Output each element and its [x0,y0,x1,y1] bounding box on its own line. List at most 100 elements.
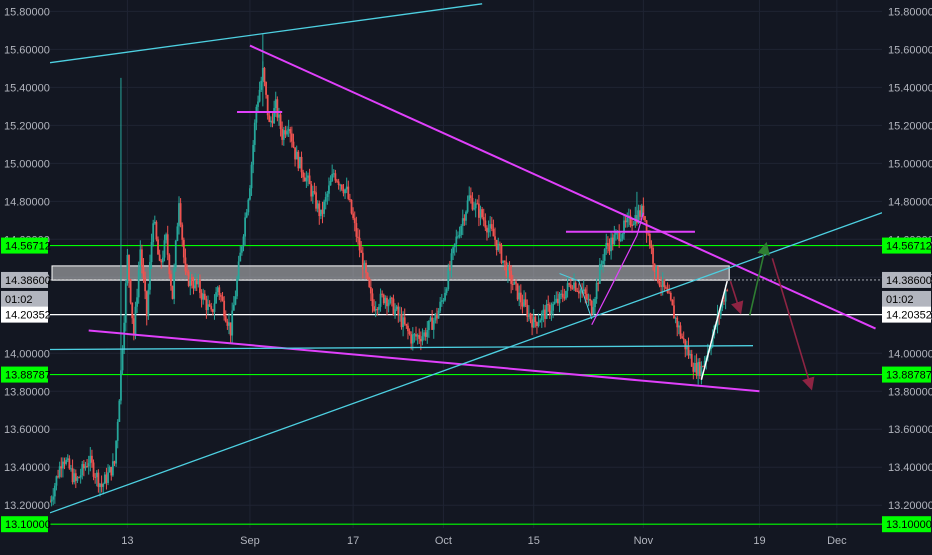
candle-body [428,320,430,330]
candle-body [190,277,193,286]
trendline [249,44,876,330]
candle-body [411,334,414,344]
price-labels: 14.56712 14.56712 14.38600 14.38600 01:02 01:… [1,237,932,533]
candle-body [416,335,419,337]
y-tick-label: 15.00000 [4,158,50,170]
candle-body [566,283,569,291]
candle-body [239,252,242,262]
candle-body [665,287,667,289]
candle-body [165,234,167,241]
x-tick-label: Sep [240,535,260,547]
candle-body [519,292,522,303]
candle-body [405,323,408,326]
candle-body [63,461,66,464]
x-tick-label: 19 [753,535,765,547]
candle-body [632,223,635,226]
candle-body [215,292,217,304]
candle-body [555,298,558,302]
time-axis[interactable]: 13 Sep 17 Oct 15 Nov 19 Dec [0,528,932,550]
candle-body [107,472,109,483]
candle-body [282,130,285,140]
candle-body [552,303,554,311]
candle-body [244,217,247,237]
candle-body [132,318,135,336]
candle-body [600,263,603,265]
candle-body [544,309,546,319]
candle-body [187,271,190,286]
candle-body [50,499,53,502]
candle-body [439,301,442,311]
candle-body [363,262,366,270]
candle-body [644,216,646,221]
candle-body [669,292,672,300]
candle-body [445,289,448,293]
candle-body [582,289,585,292]
candle-body [245,212,248,218]
candle-body [136,297,138,307]
candle-body [65,459,68,464]
candle-body [640,205,643,217]
candle-body [611,237,614,245]
candle-body [160,260,163,263]
candle-body [189,277,192,286]
candle-body [73,473,76,483]
candle-body [91,455,93,463]
candle-body [444,292,446,301]
candle-body [281,129,284,140]
candle-body [603,249,606,261]
candle-body [221,296,224,301]
candle-body [197,279,200,285]
price-badge [1,271,48,288]
candle-body [505,261,508,277]
candle-body [58,466,61,477]
candle-body [421,336,424,342]
candle-body [134,306,137,336]
candle-body [292,141,295,148]
candle-body [347,186,350,199]
price-badge-label: 01:02 [886,294,914,306]
candle-body [685,346,688,350]
y-tick-label: 15.40000 [888,82,932,94]
candle-body [337,181,340,186]
candle-body [349,198,351,200]
y-tick-label: 13.80000 [888,386,932,398]
candle-body [595,283,598,299]
candle-body [573,282,575,289]
candle-body [228,322,230,326]
candle-body [574,282,577,291]
candle-body [253,122,256,145]
candle-body [408,331,411,335]
candle-body [395,306,398,310]
candle-body [302,172,305,178]
candle-body [174,240,177,268]
candle-body [515,281,517,284]
candle-body [74,473,77,481]
candle-body [386,297,388,307]
candle-body [424,332,427,337]
candle-body [290,133,293,142]
candle-body [118,400,121,422]
candle-body [437,310,440,319]
candle-body [352,213,355,219]
candle-body [434,313,437,321]
price-badge [882,516,931,533]
candle-body [569,284,572,289]
candle-body [365,262,367,273]
candle-body [586,294,588,300]
candle-body [650,246,653,248]
candle-body [110,466,113,476]
candle-body [321,209,324,214]
candle-body [563,297,566,299]
candle-body [606,242,609,246]
candlesticks [49,34,729,507]
candle-body [266,94,269,116]
candle-body [495,239,498,251]
candle-body [482,217,485,221]
candle-body [308,175,311,185]
x-tick-label: 15 [528,535,540,547]
candle-body [89,455,92,464]
price-badge-label: 13.88787 [5,370,51,382]
candle-body [284,130,287,135]
